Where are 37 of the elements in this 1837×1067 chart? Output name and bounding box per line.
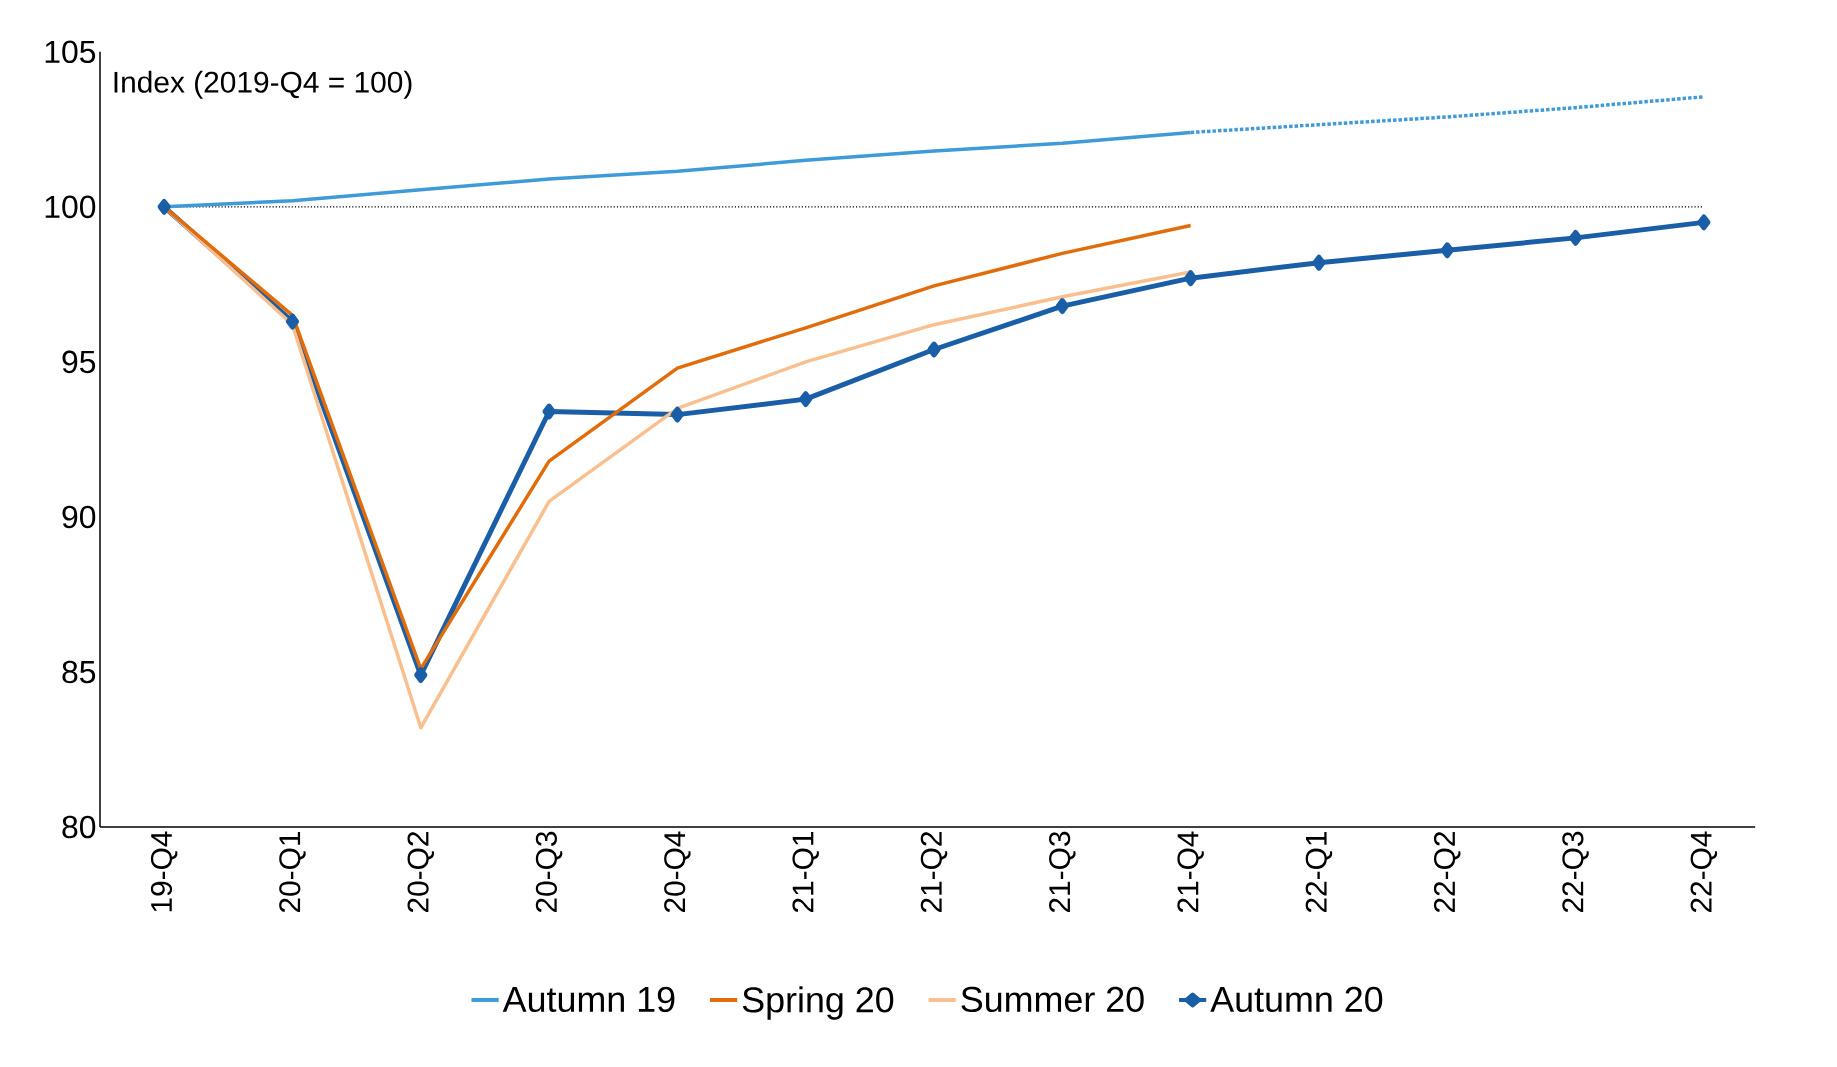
- x-tick-label: 22-Q2: [1433, 832, 1461, 913]
- x-tick-label: 22-Q1: [1305, 831, 1333, 913]
- legend-label: Summer 20: [961, 986, 1144, 1013]
- legend-label: Autumn 20: [1210, 986, 1383, 1013]
- point: [1568, 229, 1583, 246]
- point: [927, 341, 941, 358]
- point: [1055, 298, 1069, 315]
- point: [157, 198, 171, 215]
- point: [285, 313, 300, 330]
- point: [414, 667, 428, 684]
- y-tick-label: 90: [62, 505, 96, 529]
- y-tick-label: 85: [62, 660, 96, 684]
- point: [670, 406, 684, 423]
- x-tick-label: 20-Q1: [279, 831, 306, 913]
- legend-label: Autumn 19: [502, 986, 675, 1013]
- x-tick-label: 21-Q4: [1177, 831, 1204, 913]
- point: [1697, 214, 1711, 231]
- x-tick-label: 21-Q1: [792, 831, 819, 913]
- point: [1312, 254, 1326, 271]
- x-tick-label: 20-Q3: [535, 831, 563, 913]
- x-tick-label: 21-Q2: [920, 832, 948, 913]
- annotation: Index (2019-Q4 = 100): [114, 70, 412, 99]
- y-tick-label: 100: [45, 195, 96, 219]
- point: [1184, 270, 1198, 287]
- y-tick-label: 80: [62, 815, 96, 839]
- y-tick-label: 105: [45, 40, 96, 64]
- x-tick-label: 20-Q2: [407, 832, 435, 913]
- point: [1440, 242, 1454, 259]
- point: [799, 391, 813, 408]
- x-tick-label: 20-Q4: [664, 831, 691, 913]
- point: [542, 403, 556, 420]
- x-tick-label: 19-Q4: [150, 831, 178, 912]
- y-tick-label: 95: [62, 350, 96, 374]
- x-tick-label: 22-Q3: [1562, 831, 1589, 913]
- x-tick-label: 22-Q4: [1690, 831, 1718, 913]
- legend-label: Spring 20: [742, 986, 894, 1020]
- x-tick-label: 21-Q3: [1049, 831, 1076, 913]
